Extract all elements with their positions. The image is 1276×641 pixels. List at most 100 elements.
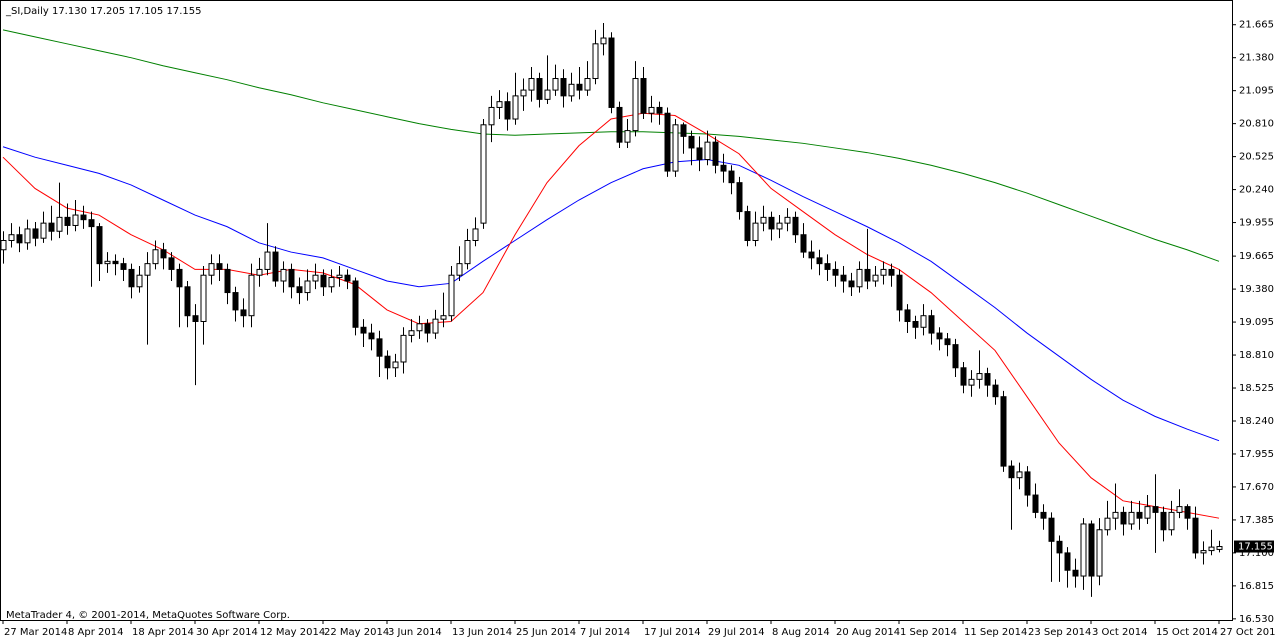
x-tick-label: 17 Jul 2014 — [644, 627, 701, 638]
x-tick-label: 27 Oct 2014 — [1220, 627, 1276, 638]
y-tick-label: 16.530 — [1239, 614, 1274, 625]
candle-body — [328, 277, 335, 288]
y-tick-label: 19.955 — [1239, 218, 1274, 229]
candle-body — [760, 216, 767, 224]
x-tick-label: 25 Jun 2014 — [516, 627, 576, 638]
candle-body — [744, 211, 751, 242]
candle-body — [1088, 523, 1095, 577]
y-tick-label: 16.815 — [1239, 581, 1274, 592]
y-tick-label: 20.240 — [1239, 185, 1274, 196]
candle-body — [568, 83, 575, 97]
candle-body — [800, 234, 807, 253]
candle-body — [984, 373, 991, 386]
candle-body — [192, 315, 199, 322]
price-label: 17.155 — [1238, 542, 1273, 553]
candle-body — [632, 78, 639, 132]
candle-body — [1072, 569, 1079, 577]
candle-body — [968, 378, 975, 386]
candle-body — [112, 260, 119, 265]
candle-body — [240, 309, 247, 317]
x-tick-label: 23 Sep 2014 — [1028, 627, 1091, 638]
candle-body — [1000, 396, 1007, 467]
y-tick-label: 17.100 — [1239, 548, 1274, 559]
candle-body — [56, 216, 63, 232]
candle-body — [392, 361, 399, 369]
x-tick-label: 8 Aug 2014 — [772, 627, 830, 638]
y-tick-label: 18.525 — [1239, 383, 1274, 394]
candle-body — [128, 268, 135, 288]
candle-body — [552, 78, 559, 91]
candle-body — [840, 274, 847, 282]
y-tick-label: 17.955 — [1239, 449, 1274, 460]
candle-body — [664, 112, 671, 172]
candle-body — [560, 78, 567, 97]
candle-body — [40, 222, 47, 239]
candle-body — [784, 216, 791, 224]
candle-body — [872, 274, 879, 282]
candle-body — [864, 268, 871, 282]
candle-body — [1056, 540, 1063, 554]
candle-body — [184, 286, 191, 317]
candle-body — [408, 330, 415, 336]
candle-body — [616, 106, 623, 143]
candle-body — [728, 170, 735, 184]
candle-body — [1024, 471, 1031, 496]
chart-title: _SI,Daily 17.130 17.205 17.105 17.155 — [5, 6, 201, 17]
x-tick-label: 30 Apr 2014 — [196, 627, 258, 638]
moving-average-line — [2, 112, 1220, 519]
candle-body — [472, 228, 479, 242]
candle-body — [824, 263, 831, 270]
candle-body — [736, 182, 743, 213]
candle-body — [1080, 523, 1087, 577]
x-tick-label: 13 Jun 2014 — [452, 627, 512, 638]
candle-body — [592, 43, 599, 80]
candle-body — [376, 338, 383, 357]
candle-body — [1008, 465, 1015, 479]
candle-body — [696, 147, 703, 161]
candle-body — [32, 228, 39, 239]
x-tick-label: 27 Mar 2014 — [4, 627, 67, 638]
candle-body — [1048, 517, 1055, 542]
x-tick-label: 20 Aug 2014 — [836, 627, 900, 638]
y-tick-label: 17.670 — [1239, 482, 1274, 493]
candle-body — [72, 214, 79, 226]
candle-body — [1120, 511, 1127, 525]
candle-body — [432, 318, 439, 334]
candle-body — [536, 78, 543, 100]
candle-body — [144, 263, 151, 276]
candle-body — [1176, 506, 1183, 513]
candle-body — [648, 106, 655, 114]
candle-body — [48, 222, 55, 232]
candle-body — [136, 274, 143, 288]
candle-body — [152, 249, 159, 265]
candle-body — [480, 124, 487, 224]
candle-body — [688, 135, 695, 149]
candle-body — [888, 268, 895, 276]
candle-body — [296, 286, 303, 294]
candle-body — [1144, 506, 1151, 519]
candle-body — [256, 268, 263, 276]
candle-body — [520, 89, 527, 97]
candle-body — [368, 332, 375, 340]
candle-body — [1016, 471, 1023, 479]
candle-body — [584, 78, 591, 91]
candle-body — [496, 101, 503, 108]
x-tick-label: 18 Apr 2014 — [132, 627, 194, 638]
candle-body — [312, 274, 319, 282]
candle-body — [424, 323, 431, 334]
candle-body — [936, 332, 943, 340]
candle-body — [912, 320, 919, 328]
x-tick-label: 22 May 2014 — [324, 627, 389, 638]
y-tick-label: 20.525 — [1239, 152, 1274, 163]
candle-body — [880, 268, 887, 276]
candle-body — [1208, 546, 1215, 552]
candle-body — [1152, 506, 1159, 513]
candle-body — [808, 251, 815, 259]
candle-body — [952, 344, 959, 369]
candle-body — [1184, 506, 1191, 519]
y-tick-label: 21.095 — [1239, 86, 1274, 97]
candle-body — [1136, 511, 1143, 519]
candle-body — [8, 234, 15, 242]
y-tick-label: 21.665 — [1239, 20, 1274, 31]
